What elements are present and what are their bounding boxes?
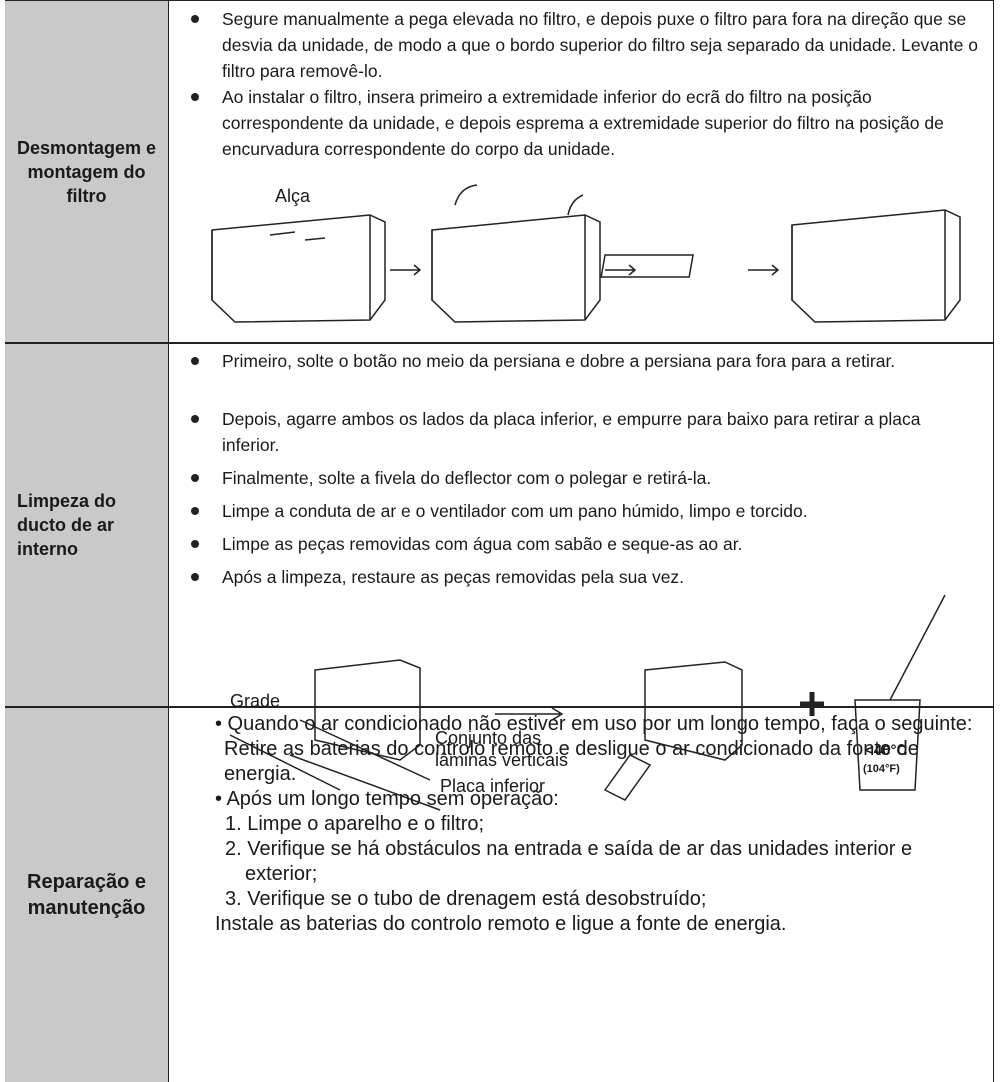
- label-text: Reparação e manutenção: [27, 871, 146, 919]
- unit: [211, 214, 386, 323]
- item: • Após um longo tempo sem operação:: [215, 788, 559, 810]
- item: Instale as baterias do controlo remoto e…: [215, 913, 787, 935]
- item: • Quando o ar condicionado não estiver e…: [215, 713, 973, 785]
- row-label: Reparação e manutenção: [5, 708, 169, 1082]
- bucket: [854, 594, 946, 791]
- bullet: Limpe a conduta de ar e o ventilador com…: [191, 498, 982, 524]
- bullet: Após a limpeza, restaure as peças removi…: [191, 564, 982, 590]
- item: 1. Limpe o aparelho e o filtro;: [225, 813, 485, 835]
- bullet: Segure manualmente a pega elevada no fil…: [191, 6, 982, 84]
- unit: [791, 209, 961, 323]
- arrow: [495, 707, 564, 721]
- bullet: Depois, agarre ambos os lados da placa i…: [191, 406, 982, 458]
- arrow: [390, 264, 422, 276]
- label-text: Desmontagem e montagem do filtro: [16, 137, 157, 206]
- figure-label: Grade: [230, 691, 281, 711]
- label-text: Limpeza do ducto de ar interno: [17, 491, 117, 559]
- figure-label: Alça: [275, 186, 311, 206]
- row-label: Desmontagem e montagem do filtro: [5, 1, 169, 342]
- bullet: Ao instalar o filtro, insera primeiro a …: [191, 84, 982, 162]
- unit: [603, 661, 743, 801]
- unit: [229, 659, 441, 811]
- figure-label: Placa inferior: [440, 776, 546, 796]
- item: 2. Verifique se há obstáculos na entrada…: [225, 838, 913, 885]
- unit: [431, 184, 601, 323]
- arrow: [605, 264, 637, 276]
- plus: [800, 692, 824, 716]
- figure-label: <40°C: [865, 742, 908, 759]
- row-label: Limpeza do ducto de ar interno: [5, 344, 169, 706]
- item: 3. Verifique se o tubo de drenagem está …: [225, 888, 707, 910]
- bullet: Primeiro, solte o botão no meio da persi…: [191, 348, 982, 374]
- bullet: Finalmente, solte a fivela do deflector …: [191, 465, 982, 491]
- figure-label: (104°F): [863, 763, 900, 775]
- filter: [600, 254, 694, 278]
- arrow: [748, 264, 780, 276]
- bullet: Limpe as peças removidas com água com sa…: [191, 531, 982, 557]
- figure-label: Conjunto das lâminas verticais: [435, 728, 569, 770]
